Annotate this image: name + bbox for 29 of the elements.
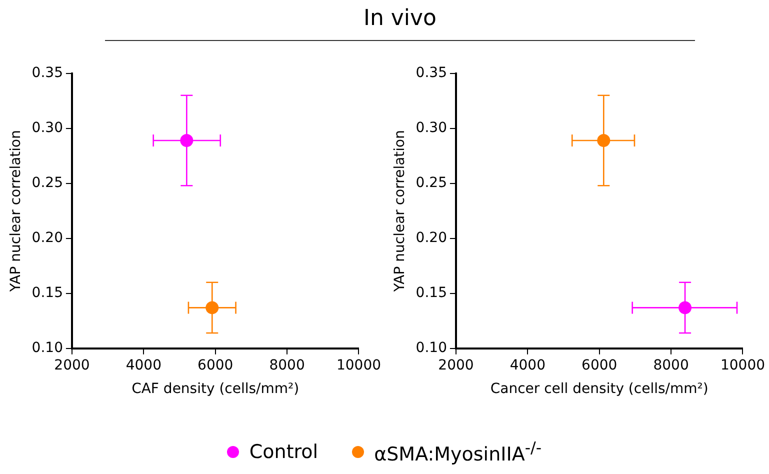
y-tick-label: 0.35 [416,65,447,82]
x-tick-label: 6000 [198,357,234,374]
y-tick-label: 0.35 [32,65,63,82]
y-tick-label: 0.20 [32,230,63,246]
y-tick-label: 0.30 [416,120,447,136]
y-tick-label: 0.30 [32,120,63,136]
x-tick-label: 8000 [653,357,689,374]
x-tick-label: 2000 [54,357,90,374]
chart-title: In vivo [362,6,438,31]
x-tick-label: 6000 [582,357,618,374]
x-axis-title: CAF density (cells/mm²) [132,381,300,398]
x-axis-title: Cancer cell density (cells/mm²) [490,381,708,398]
y-tick-label: 0.20 [416,230,447,246]
y-tick-label: 0.25 [416,175,447,192]
y-tick-label: 0.15 [416,285,447,302]
x-tick-label: 8000 [269,357,305,374]
y-axis-title: YAP nuclear correlation [8,130,24,293]
x-tick-label: 4000 [510,357,546,374]
y-tick-label: 0.10 [416,340,447,356]
legend-label: Control [249,440,318,463]
y-tick-label: 0.15 [32,285,63,302]
x-tick-label: 10000 [336,357,382,374]
legend-label: αSMA:MyosinIIA$^{-/-}$ [374,438,542,466]
x-tick-label: 2000 [438,357,474,374]
x-tick-label: 10000 [720,357,766,374]
x-tick-label: 4000 [126,357,162,374]
y-tick-label: 0.10 [32,340,63,356]
y-axis-title: YAP nuclear correlation [392,130,408,293]
y-tick-label: 0.25 [32,175,63,192]
